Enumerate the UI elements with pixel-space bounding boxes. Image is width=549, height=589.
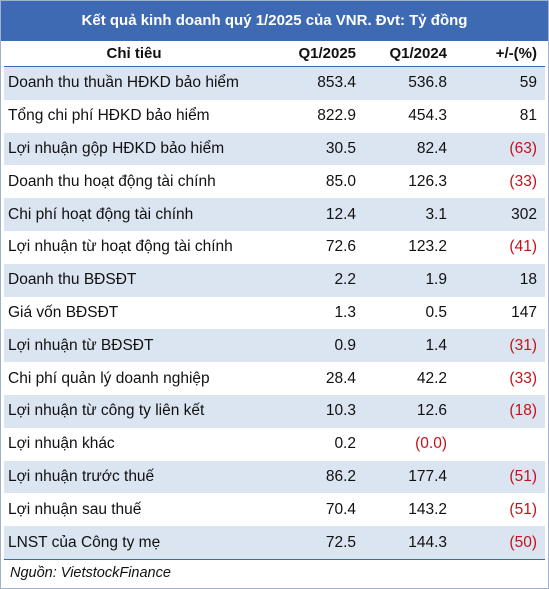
cell-q1-2024: 123.2: [364, 230, 455, 264]
cell-q1-2024: 1.9: [364, 263, 455, 297]
table-row: Lợi nhuận sau thuế 70.4 143.2 (51): [4, 493, 545, 527]
cell-q1-2024: 42.2: [364, 362, 455, 395]
row-label: Chi phí hoạt động tài chính: [4, 198, 264, 231]
row-label: Lợi nhuận gộp HĐKD bảo hiểm: [4, 132, 264, 166]
cell-q1-2024: 144.3: [364, 526, 455, 559]
row-label: Doanh thu hoạt động tài chính: [4, 165, 264, 199]
header-q1-2025: Q1/2025: [264, 41, 364, 67]
cell-change: (51): [455, 493, 545, 527]
cell-q1-2025: 72.5: [264, 526, 364, 559]
table-row: Doanh thu BĐSĐT 2.2 1.9 18: [4, 263, 545, 297]
cell-q1-2025: 28.4: [264, 362, 364, 395]
cell-change: 302: [455, 198, 545, 231]
table-row: Tổng chi phí HĐKD bảo hiểm 822.9 454.3 81: [4, 99, 545, 133]
cell-change: [455, 427, 545, 461]
row-label: Lợi nhuận từ công ty liên kết: [4, 394, 264, 428]
header-change: +/-(%): [455, 41, 545, 67]
row-label: Lợi nhuận khác: [4, 427, 264, 461]
table-row: Lợi nhuận từ BĐSĐT 0.9 1.4 (31): [4, 329, 545, 363]
row-label: Lợi nhuận sau thuế: [4, 493, 264, 527]
cell-q1-2025: 85.0: [264, 165, 364, 199]
cell-q1-2024: 126.3: [364, 165, 455, 199]
row-label: Lợi nhuận trước thuế: [4, 460, 264, 494]
table-row: Doanh thu thuần HĐKD bảo hiểm 853.4 536.8 5…: [4, 66, 545, 100]
row-label: Tổng chi phí HĐKD bảo hiểm: [4, 99, 264, 133]
cell-q1-2025: 86.2: [264, 460, 364, 494]
cell-change: 81: [455, 99, 545, 133]
row-label: Lợi nhuận từ hoạt động tài chính: [4, 230, 264, 264]
cell-change: (31): [455, 329, 545, 363]
table-row: Lợi nhuận từ công ty liên kết 10.3 12.6 (18…: [4, 394, 545, 428]
cell-change: 59: [455, 66, 545, 100]
table-row: Chi phí quản lý doanh nghiệp 28.4 42.2 (33): [4, 362, 545, 395]
row-label: Chi phí quản lý doanh nghiệp: [4, 362, 264, 395]
row-label: Giá vốn BĐSĐT: [4, 296, 264, 330]
cell-q1-2025: 0.2: [264, 427, 364, 461]
cell-q1-2025: 822.9: [264, 99, 364, 133]
table-row: Lợi nhuận gộp HĐKD bảo hiểm 30.5 82.4 (63): [4, 132, 545, 166]
cell-q1-2024: 82.4: [364, 132, 455, 166]
table-row: Doanh thu hoạt động tài chính 85.0 126.3 (3…: [4, 165, 545, 199]
table-row: Giá vốn BĐSĐT 1.3 0.5 147: [4, 296, 545, 330]
cell-q1-2024: (0.0): [364, 427, 455, 461]
cell-q1-2024: 12.6: [364, 394, 455, 428]
cell-q1-2025: 12.4: [264, 198, 364, 231]
cell-change: (18): [455, 394, 545, 428]
cell-q1-2024: 177.4: [364, 460, 455, 494]
cell-q1-2025: 2.2: [264, 263, 364, 297]
cell-q1-2024: 3.1: [364, 198, 455, 231]
cell-change: (41): [455, 230, 545, 264]
table-row: Lợi nhuận khác 0.2 (0.0): [4, 427, 545, 461]
table-row: Lợi nhuận từ hoạt động tài chính 72.6 123.…: [4, 230, 545, 264]
table-title: Kết quả kinh doanh quý 1/2025 của VNR. Đ…: [1, 1, 548, 41]
cell-change: (51): [455, 460, 545, 494]
row-label: LNST của Công ty mẹ: [4, 526, 264, 559]
source-note: Nguồn: VietstockFinance: [4, 558, 545, 584]
row-label: Doanh thu BĐSĐT: [4, 263, 264, 297]
cell-q1-2025: 72.6: [264, 230, 364, 264]
row-label: Lợi nhuận từ BĐSĐT: [4, 329, 264, 363]
header-row: Chỉ tiêu Q1/2025 Q1/2024 +/-(%): [4, 41, 545, 67]
row-label: Doanh thu thuần HĐKD bảo hiểm: [4, 66, 264, 100]
cell-q1-2024: 0.5: [364, 296, 455, 330]
cell-q1-2025: 30.5: [264, 132, 364, 166]
table-row: Chi phí hoạt động tài chính 12.4 3.1 302: [4, 198, 545, 231]
cell-q1-2024: 143.2: [364, 493, 455, 527]
cell-q1-2024: 1.4: [364, 329, 455, 363]
cell-q1-2025: 70.4: [264, 493, 364, 527]
cell-change: (33): [455, 362, 545, 395]
header-indicator: Chỉ tiêu: [4, 41, 264, 67]
cell-q1-2025: 10.3: [264, 394, 364, 428]
cell-change: (33): [455, 165, 545, 199]
cell-change: (50): [455, 526, 545, 559]
cell-q1-2025: 853.4: [264, 66, 364, 100]
cell-change: (63): [455, 132, 545, 166]
cell-q1-2024: 454.3: [364, 99, 455, 133]
cell-change: 147: [455, 296, 545, 330]
cell-q1-2024: 536.8: [364, 66, 455, 100]
cell-q1-2025: 0.9: [264, 329, 364, 363]
header-q1-2024: Q1/2024: [364, 41, 455, 67]
results-table: Chỉ tiêu Q1/2025 Q1/2024 +/-(%) Doanh th…: [4, 41, 545, 559]
table-row: Lợi nhuận trước thuế 86.2 177.4 (51): [4, 460, 545, 494]
cell-change: 18: [455, 263, 545, 297]
cell-q1-2025: 1.3: [264, 296, 364, 330]
table-body: Doanh thu thuần HĐKD bảo hiểm 853.4 536.8 5…: [4, 66, 545, 559]
table-row: LNST của Công ty mẹ 72.5 144.3 (50): [4, 526, 545, 559]
